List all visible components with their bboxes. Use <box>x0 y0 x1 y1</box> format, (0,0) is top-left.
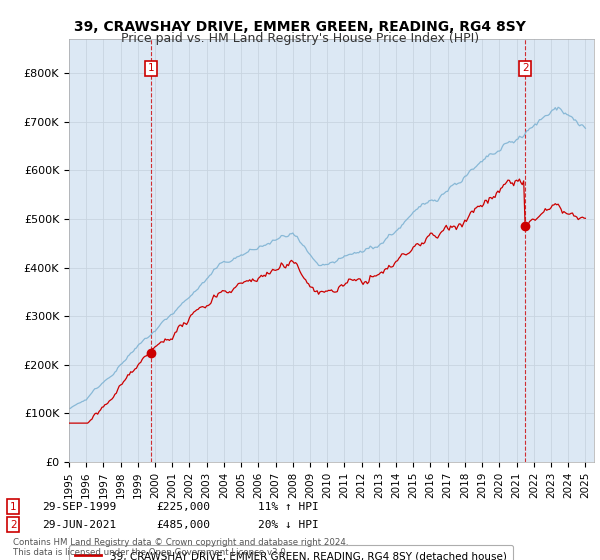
Text: Price paid vs. HM Land Registry's House Price Index (HPI): Price paid vs. HM Land Registry's House … <box>121 32 479 45</box>
Legend: 39, CRAWSHAY DRIVE, EMMER GREEN, READING, RG4 8SY (detached house), HPI: Average: 39, CRAWSHAY DRIVE, EMMER GREEN, READING… <box>69 545 513 560</box>
Text: 29-JUN-2021: 29-JUN-2021 <box>42 520 116 530</box>
Text: 1: 1 <box>10 502 17 512</box>
Text: Contains HM Land Registry data © Crown copyright and database right 2024.
This d: Contains HM Land Registry data © Crown c… <box>13 538 349 557</box>
Text: 1: 1 <box>148 63 154 73</box>
Text: 29-SEP-1999: 29-SEP-1999 <box>42 502 116 512</box>
Text: 20% ↓ HPI: 20% ↓ HPI <box>258 520 319 530</box>
Text: 2: 2 <box>522 63 529 73</box>
Text: £225,000: £225,000 <box>156 502 210 512</box>
Text: 39, CRAWSHAY DRIVE, EMMER GREEN, READING, RG4 8SY: 39, CRAWSHAY DRIVE, EMMER GREEN, READING… <box>74 20 526 34</box>
Text: 2: 2 <box>10 520 17 530</box>
Text: 11% ↑ HPI: 11% ↑ HPI <box>258 502 319 512</box>
Text: £485,000: £485,000 <box>156 520 210 530</box>
